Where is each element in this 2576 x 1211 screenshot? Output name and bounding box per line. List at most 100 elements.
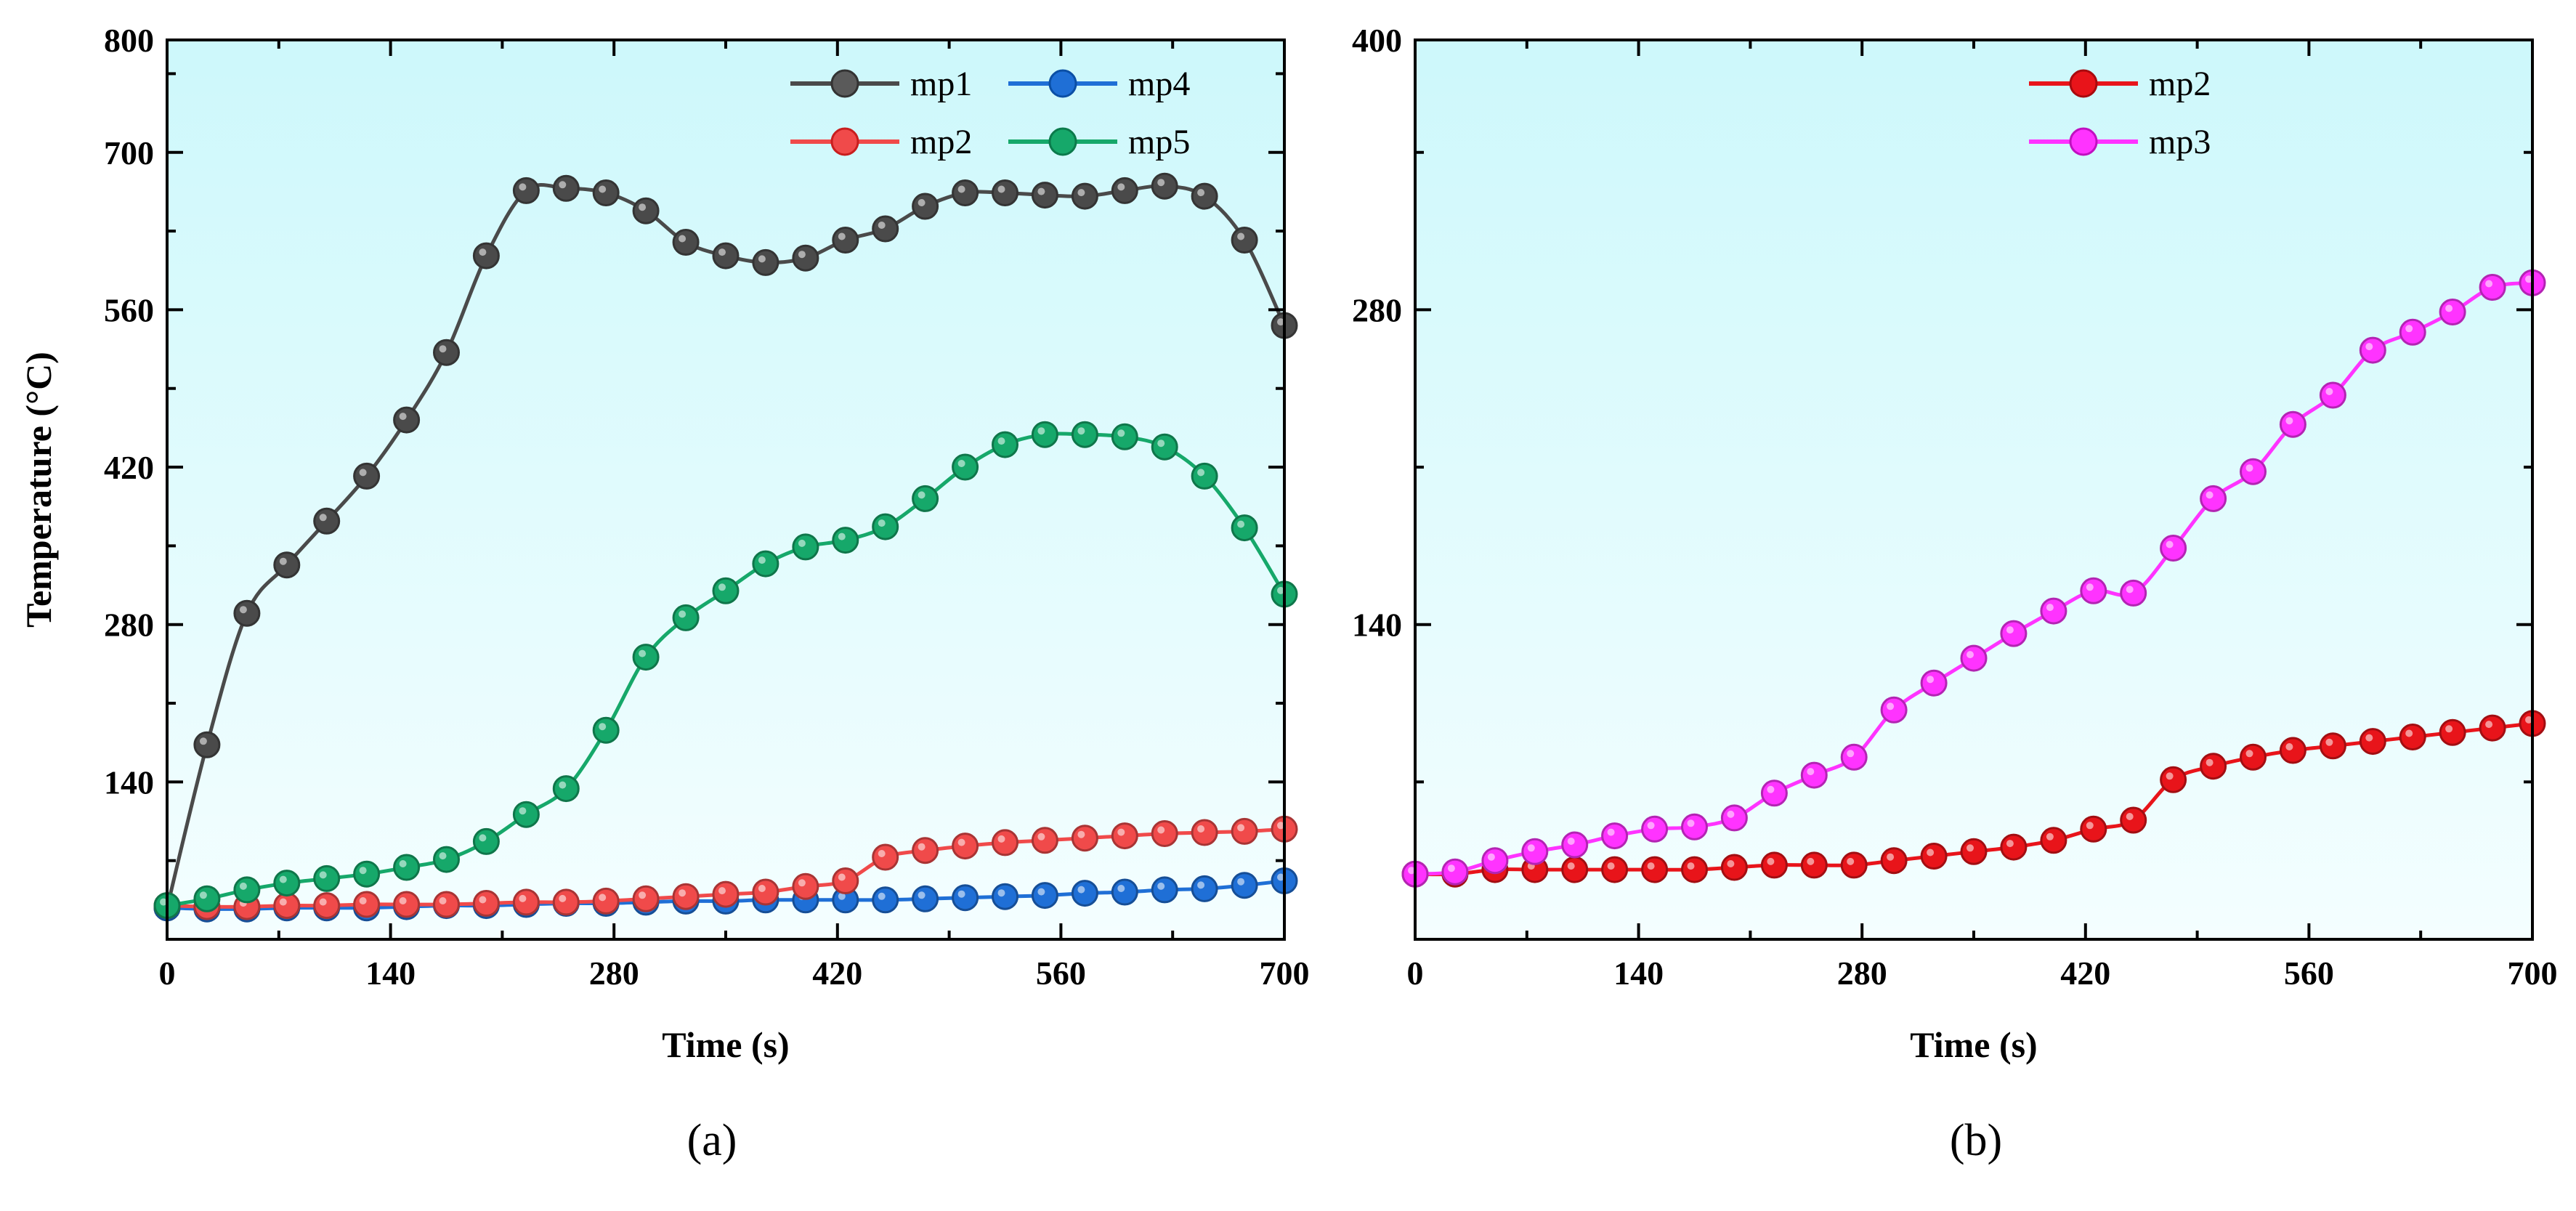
data-point-highlight-mp4-a — [997, 889, 1005, 897]
data-point-mp1-a — [1231, 227, 1258, 254]
data-point-highlight-mp2-a — [519, 894, 527, 902]
data-point-mp3-b — [2040, 597, 2067, 625]
data-point-mp3-b — [2279, 410, 2306, 438]
data-point-highlight-mp5-a — [1157, 440, 1165, 447]
data-point-mp2-a — [393, 891, 421, 918]
data-point-mp2-a — [353, 891, 381, 918]
data-point-highlight-mp5-a — [1077, 427, 1085, 435]
legend-marker-mp5 — [1048, 127, 1077, 156]
data-point-highlight-mp3-b — [1807, 768, 1815, 776]
data-point-highlight-mp1-a — [239, 606, 247, 614]
data-point-mp1-a — [512, 177, 540, 204]
data-point-highlight-mp2-a — [878, 850, 886, 857]
data-point-highlight-mp2-b — [2126, 813, 2134, 820]
data-point-mp5-a — [433, 846, 460, 873]
data-point-mp2-b — [1880, 847, 1908, 875]
data-point-mp4-a — [912, 885, 939, 912]
x-tick-label-b: 700 — [2508, 955, 2558, 992]
y-tick-label-a: 420 — [104, 449, 154, 486]
data-point-mp2-b — [1720, 854, 1748, 881]
data-point-highlight-mp2-b — [1687, 862, 1695, 870]
y-tick-label-a: 140 — [104, 764, 154, 801]
data-point-highlight-mp5-a — [160, 898, 167, 906]
data-point-mp2-a — [912, 837, 939, 864]
data-point-highlight-mp5-a — [1197, 469, 1205, 477]
data-point-highlight-mp2-a — [399, 897, 407, 904]
data-point-highlight-mp2-a — [599, 894, 607, 902]
data-point-highlight-mp2-a — [918, 843, 926, 851]
y-tick-label-b: 280 — [1352, 291, 1402, 328]
data-point-mp3-b — [2359, 336, 2386, 364]
data-point-mp2-b — [2200, 753, 2227, 780]
data-point-mp4-a — [1031, 882, 1058, 910]
data-point-highlight-mp3-b — [2086, 583, 2094, 591]
data-point-mp5-a — [552, 775, 580, 803]
data-point-mp2-a — [472, 890, 500, 917]
data-point-mp2-b — [1960, 838, 1988, 865]
data-point-mp5-a — [832, 527, 859, 554]
data-point-mp1-a — [872, 215, 899, 243]
data-point-mp2-a — [1231, 817, 1258, 845]
data-point-highlight-mp4-a — [1077, 886, 1085, 894]
data-point-highlight-mp1-a — [957, 185, 965, 193]
data-point-highlight-mp5-a — [918, 491, 926, 499]
data-point-highlight-mp3-b — [2046, 604, 2054, 612]
data-point-mp1-a — [273, 551, 301, 579]
y-tick-label-a: 700 — [104, 134, 154, 171]
legend-label-mp5: mp5 — [1128, 123, 1190, 161]
data-point-highlight-mp5-a — [957, 460, 965, 467]
data-point-highlight-mp5-a — [199, 891, 207, 899]
x-tick-label-a: 280 — [589, 955, 639, 992]
data-point-highlight-mp1-a — [758, 255, 766, 263]
data-point-highlight-mp3-b — [2365, 343, 2373, 351]
data-point-highlight-mp5-a — [559, 781, 567, 789]
data-point-highlight-mp2-a — [319, 898, 327, 906]
data-point-highlight-mp3-b — [2325, 388, 2333, 395]
data-point-highlight-mp5-a — [679, 610, 686, 618]
data-point-mp5-a — [273, 870, 301, 897]
data-point-highlight-mp2-b — [2166, 772, 2174, 780]
data-point-mp5-a — [313, 864, 341, 892]
data-point-mp3-b — [2160, 535, 2187, 562]
data-point-highlight-mp2-a — [679, 889, 686, 897]
data-point-highlight-mp2-a — [1197, 825, 1205, 833]
data-point-mp4-a — [952, 884, 979, 912]
data-point-highlight-mp2-a — [1037, 833, 1045, 841]
data-point-mp2-b — [2279, 737, 2306, 764]
data-point-mp1-a — [1191, 182, 1218, 210]
data-point-mp3-b — [1641, 815, 1669, 843]
data-point-mp2-a — [592, 887, 620, 915]
data-point-highlight-mp2-b — [1967, 844, 1974, 852]
data-point-highlight-mp5-a — [319, 871, 327, 879]
legend-label-mp1: mp1 — [910, 65, 972, 103]
data-point-mp1-a — [592, 179, 620, 206]
data-point-highlight-mp4-a — [918, 891, 926, 899]
legend-marker-mp3 — [2069, 127, 2098, 156]
data-point-mp1-a — [433, 339, 460, 366]
data-point-highlight-mp4-a — [1237, 878, 1245, 886]
data-point-mp2-b — [2439, 718, 2466, 746]
data-point-mp5-a — [992, 431, 1018, 458]
data-point-highlight-mp2-b — [2525, 716, 2532, 724]
data-point-highlight-mp2-b — [1727, 860, 1735, 867]
data-point-mp3-b — [1521, 838, 1549, 865]
data-point-highlight-mp4-a — [1277, 873, 1284, 881]
panel-label-b: (b) — [1950, 1116, 2002, 1165]
data-point-mp3-b — [2439, 299, 2466, 325]
data-point-highlight-mp2-a — [359, 897, 367, 904]
data-point-mp2-b — [1681, 856, 1708, 883]
data-point-mp5-a — [193, 885, 221, 912]
data-point-mp1-a — [712, 242, 740, 270]
legend-label-mp4: mp4 — [1128, 65, 1190, 103]
data-point-mp1-a — [1151, 172, 1178, 200]
data-point-highlight-mp2-b — [2405, 729, 2413, 737]
data-point-mp3-b — [1880, 696, 1908, 724]
data-point-highlight-mp2-b — [1767, 857, 1775, 865]
data-point-mp3-b — [1840, 743, 1868, 771]
data-point-mp1-a — [752, 248, 779, 276]
data-point-mp2-b — [2319, 732, 2346, 760]
data-point-highlight-mp2-a — [1077, 830, 1085, 838]
legend-marker-mp2-b — [2069, 69, 2098, 98]
data-point-mp5-a — [393, 854, 421, 881]
data-point-mp5-a — [233, 876, 261, 904]
